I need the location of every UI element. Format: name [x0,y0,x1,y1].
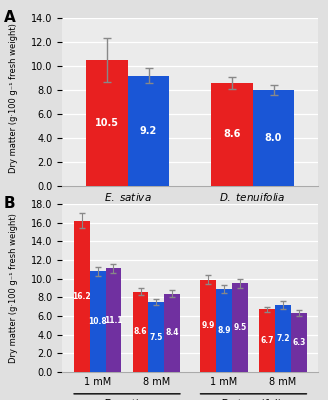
Text: 9.9: 9.9 [201,321,215,330]
Legend: R, B: R, B [158,202,223,220]
Text: $\it{D.\ tenuifolia}$: $\it{D.\ tenuifolia}$ [220,397,287,400]
Text: Dry matter (g·100 g⁻¹ fresh weight): Dry matter (g·100 g⁻¹ fresh weight) [9,23,18,173]
Text: 6.3: 6.3 [292,338,305,347]
Text: 8.4: 8.4 [166,328,179,337]
Text: 10.8: 10.8 [88,317,107,326]
Text: 10.5: 10.5 [95,118,119,128]
Text: Dry matter (g·100 g⁻¹ fresh weight): Dry matter (g·100 g⁻¹ fresh weight) [9,213,18,363]
Bar [291,313,307,372]
Text: 8.9: 8.9 [217,326,231,335]
Text: 8.6: 8.6 [223,129,240,139]
Text: $\it{E.\ sativa}$: $\it{E.\ sativa}$ [103,397,151,400]
Text: 8.6: 8.6 [134,327,147,336]
Bar [200,280,216,372]
Text: 9.2: 9.2 [140,126,157,136]
Bar [106,268,121,372]
Bar [164,294,180,372]
Bar [216,289,232,372]
Bar [275,305,291,372]
Bar [86,60,128,186]
Bar [259,310,275,372]
Bar [149,302,164,372]
Bar [74,221,90,372]
Bar [253,90,294,186]
Text: 6.7: 6.7 [260,336,274,345]
Text: B: B [4,196,15,210]
Text: 8.0: 8.0 [265,133,282,143]
Text: 7.2: 7.2 [276,334,290,343]
Text: A: A [4,10,15,25]
Bar [232,283,248,372]
Bar [90,271,106,372]
Bar [128,76,170,186]
Text: 7.5: 7.5 [150,332,163,342]
Bar [133,292,149,372]
Bar [211,83,253,186]
Text: 9.5: 9.5 [233,323,247,332]
Text: 16.2: 16.2 [72,292,91,301]
Text: 11.1: 11.1 [104,316,123,325]
